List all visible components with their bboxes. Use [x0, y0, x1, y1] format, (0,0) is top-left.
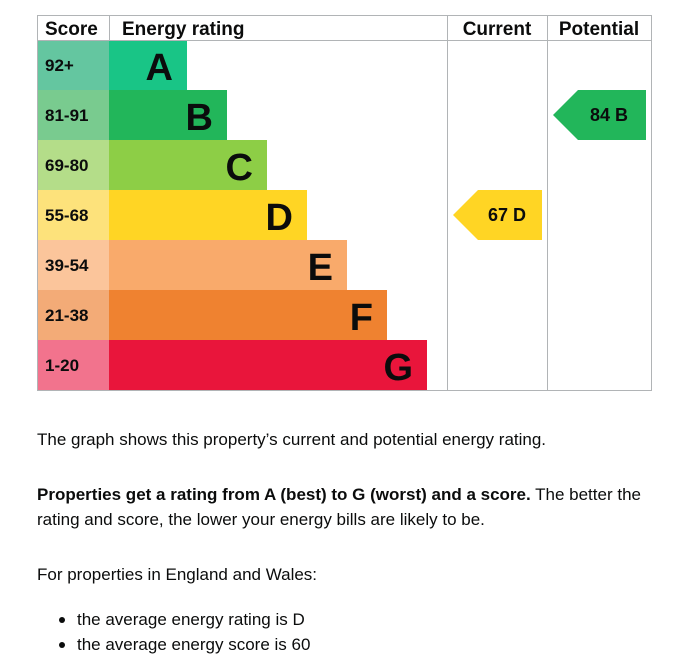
potential-rating-label: 84 B	[590, 105, 628, 125]
rating-explanation-bold: Properties get a rating from A (best) to…	[37, 485, 531, 504]
average-rating-item: the average energy rating is D	[37, 607, 667, 632]
rating-letter-e: E	[308, 247, 333, 289]
score-range-e: 39-54	[45, 256, 89, 275]
potential-rating-arrow	[553, 90, 646, 140]
rating-bar-g	[109, 340, 427, 390]
score-range-a: 92+	[45, 56, 74, 75]
rating-bar-c	[109, 140, 267, 190]
rating-bar-f	[109, 290, 387, 340]
rating-bar-b	[109, 90, 227, 140]
england-wales-intro: For properties in England and Wales:	[37, 562, 667, 587]
rating-letter-a: A	[146, 47, 173, 89]
score-range-g: 1-20	[45, 356, 79, 375]
energy-rating-chart: Score Energy rating Current Potential 92+ A 81…	[37, 15, 652, 391]
rating-letter-f: F	[350, 297, 373, 339]
header-score: Score	[45, 19, 98, 40]
average-list: the average energy rating is D the avera…	[37, 607, 667, 657]
score-range-f: 21-38	[45, 306, 88, 325]
score-cell-b	[37, 90, 109, 140]
rating-bar-e	[109, 240, 347, 290]
score-range-c: 69-80	[45, 156, 88, 175]
rating-explanation-rest: The better the rating and score, the low…	[37, 485, 641, 529]
rating-explanation: Properties get a rating from A (best) to…	[37, 482, 667, 532]
rating-letter-c: C	[226, 147, 253, 189]
average-score-item: the average energy score is 60	[37, 632, 667, 657]
current-rating-label: 67 D	[488, 205, 526, 225]
chart-description: The graph shows this property’s current …	[37, 427, 667, 452]
england-wales-intro-text: For properties in England and Wales:	[37, 565, 318, 584]
header-energy-rating: Energy rating	[122, 19, 244, 40]
header-potential: Potential	[559, 19, 639, 40]
score-range-d: 55-68	[45, 206, 88, 225]
rating-letter-d: D	[266, 197, 293, 239]
score-cell-g	[37, 340, 109, 390]
rating-letter-b: B	[186, 97, 213, 139]
score-cell-a	[37, 40, 109, 90]
rating-bar-a	[109, 40, 187, 90]
chart-description-text: The graph shows this property’s current …	[37, 430, 547, 449]
score-cell-c	[37, 140, 109, 190]
score-cell-f	[37, 290, 109, 340]
header-current: Current	[463, 19, 532, 40]
current-rating-arrow	[453, 190, 542, 240]
score-cell-e	[37, 240, 109, 290]
chart-border	[37, 15, 652, 391]
rating-letter-g: G	[383, 347, 413, 389]
score-cell-d	[37, 190, 109, 240]
score-range-b: 81-91	[45, 106, 88, 125]
rating-bar-d	[109, 190, 307, 240]
